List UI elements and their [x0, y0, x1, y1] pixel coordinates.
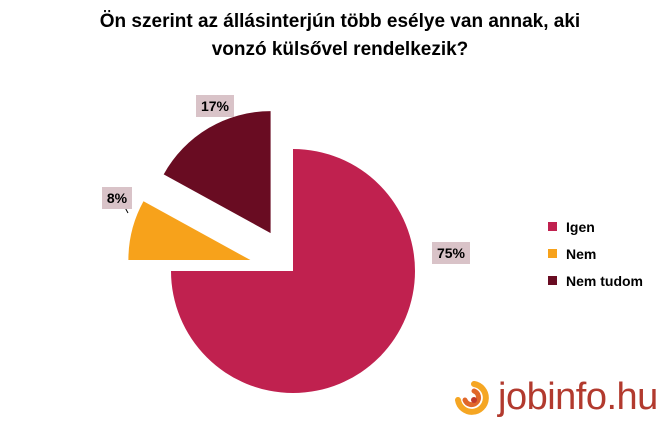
legend-item-nem-tudom: Nem tudom — [548, 267, 643, 294]
legend-item-nem: Nem — [548, 240, 643, 267]
data-label-bg-igen — [432, 242, 470, 264]
legend-swatch-nem-tudom — [548, 276, 557, 285]
legend: Igen Nem Nem tudom — [548, 213, 643, 294]
data-label-nem-tudom: 17% — [201, 98, 230, 114]
legend-swatch-igen — [548, 222, 557, 231]
legend-label-nem-tudom: Nem tudom — [566, 272, 643, 289]
jobinfo-logo: jobinfo.hu — [452, 376, 658, 419]
jobinfo-logo-icon — [455, 380, 489, 415]
legend-swatch-nem — [548, 249, 557, 258]
pie-slice-igen — [171, 149, 415, 393]
data-label-igen: 75% — [437, 245, 466, 261]
pie-slice-nem — [128, 201, 251, 261]
data-label-nem: 8% — [107, 190, 128, 206]
chart-title-line-2: vonzó külsővel rendelkezik? — [211, 39, 469, 60]
legend-label-igen: Igen — [566, 218, 595, 235]
logo-text: jobinfo.hu — [498, 376, 658, 418]
pie-slice-nem-tudom — [163, 111, 271, 234]
data-label-bg-nem — [102, 187, 132, 209]
chart-title-line-1: Ön szerint az állásinterjún több esélye … — [99, 11, 581, 32]
legend-label-nem: Nem — [566, 245, 597, 262]
data-label-bg-nem-tudom — [196, 95, 234, 117]
chart-title: Ön szerint az állásinterjún több esélye … — [60, 8, 620, 64]
legend-item-igen: Igen — [548, 213, 643, 240]
